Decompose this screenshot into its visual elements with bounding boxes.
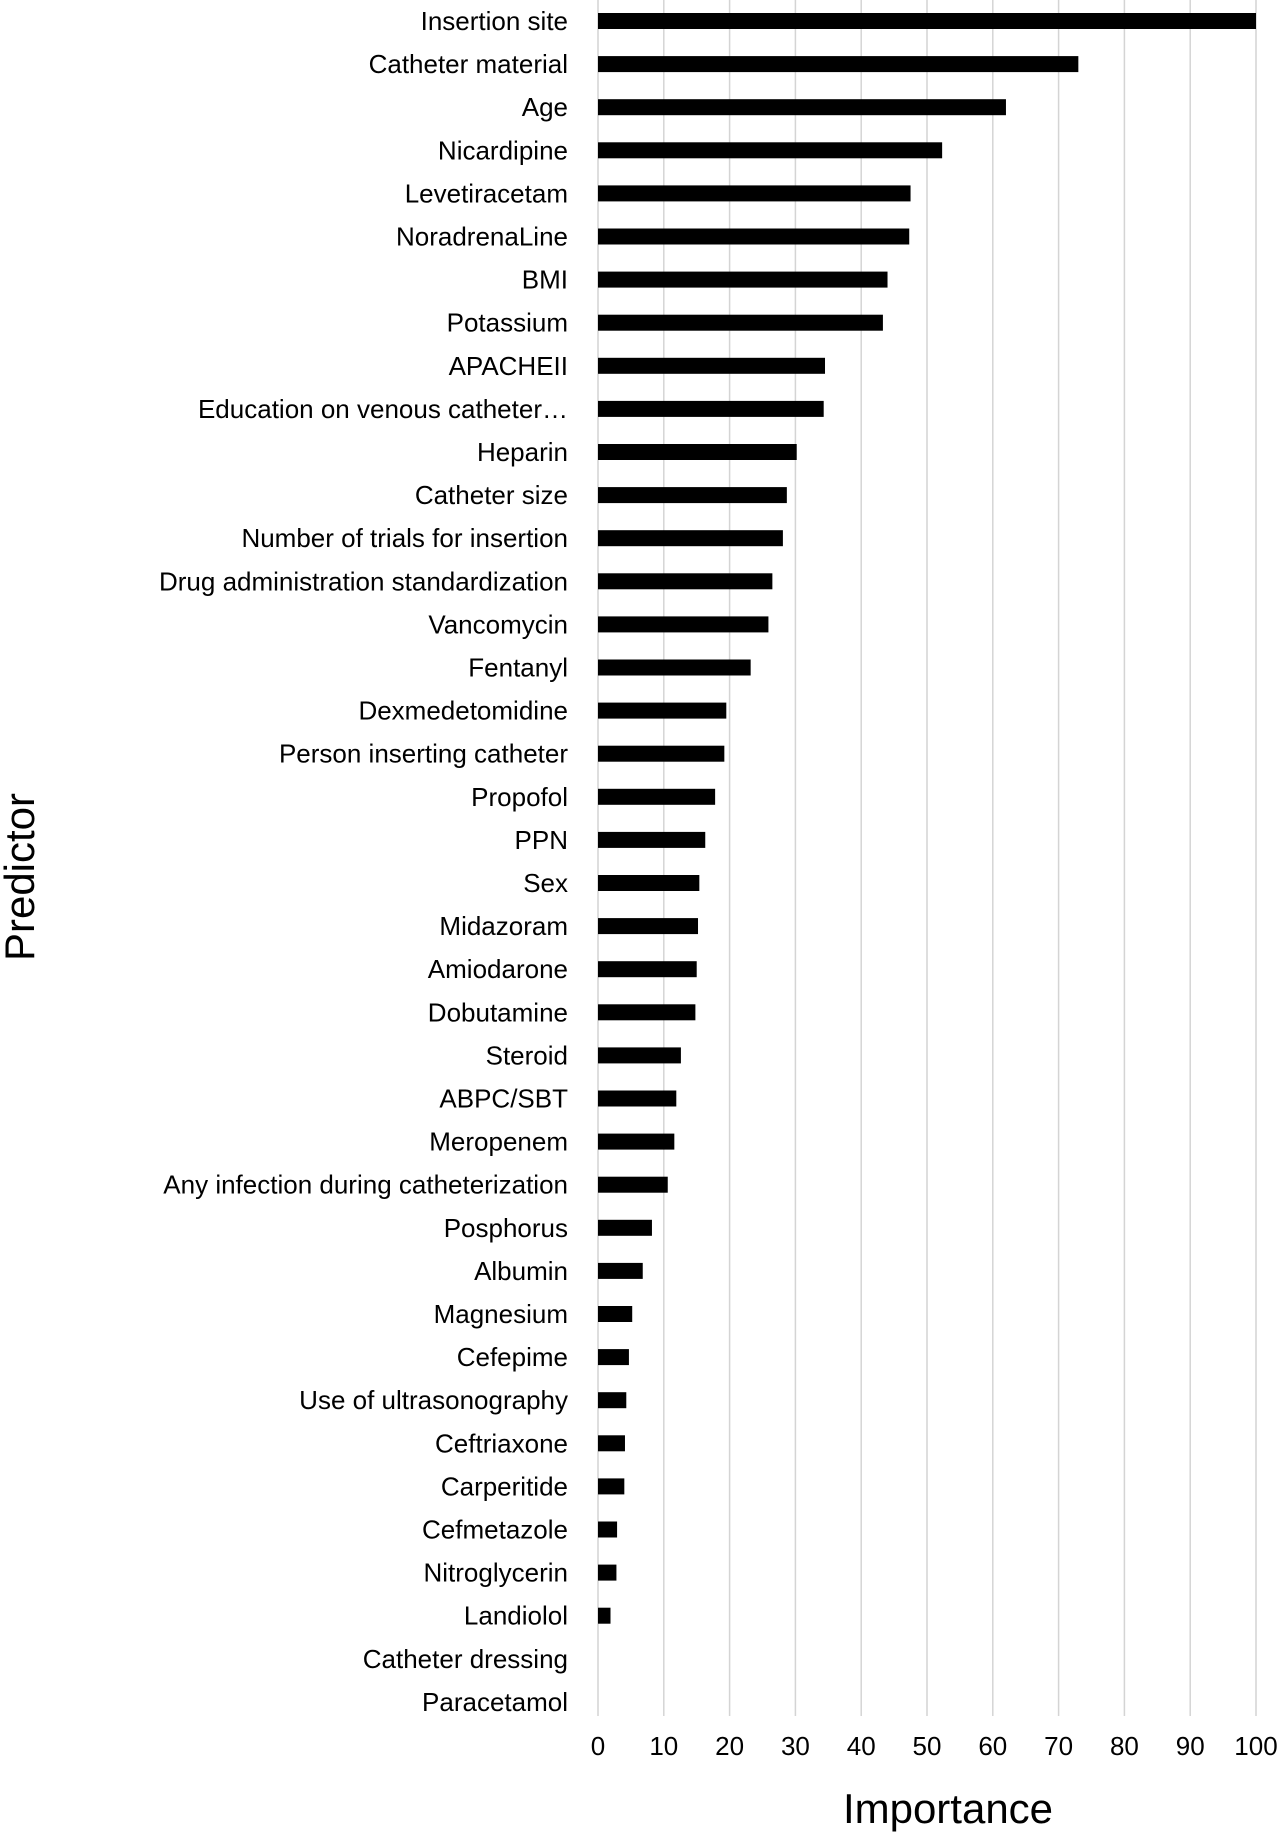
bar: [598, 616, 769, 633]
category-label: Magnesium: [434, 1299, 568, 1329]
bar: [598, 1306, 633, 1322]
category-label: Sex: [523, 868, 568, 898]
bar: [598, 142, 943, 159]
x-tick-label: 0: [591, 1731, 605, 1761]
bar: [598, 1478, 625, 1495]
category-label: Paracetamol: [422, 1687, 568, 1717]
category-label: Insertion site: [421, 6, 568, 36]
category-label: Dobutamine: [428, 997, 568, 1027]
bar: [598, 185, 911, 202]
category-label: Use of ultrasonography: [299, 1385, 568, 1415]
bar: [598, 530, 783, 547]
category-label: Midazoram: [439, 911, 568, 941]
bar: [598, 1047, 681, 1064]
category-label: Fentanyl: [468, 653, 568, 683]
bar: [598, 1090, 677, 1107]
category-label: BMI: [522, 265, 568, 295]
category-label: APACHEII: [449, 351, 568, 381]
bar: [598, 1004, 696, 1021]
bar: [598, 702, 727, 719]
category-label: Landiolol: [464, 1601, 568, 1631]
bar: [598, 314, 883, 331]
x-tick-label: 70: [1044, 1731, 1073, 1761]
bar: [598, 831, 706, 848]
x-tick-label: 20: [715, 1731, 744, 1761]
category-label: Person inserting catheter: [279, 739, 568, 769]
bar: [598, 99, 1006, 116]
bar: [598, 444, 797, 460]
bar: [598, 1176, 668, 1193]
category-label: Posphorus: [444, 1213, 568, 1243]
x-tick-label: 10: [649, 1731, 678, 1761]
category-label: Levetiracetam: [405, 178, 568, 208]
x-tick-label: 40: [847, 1731, 876, 1761]
category-label: Propofol: [471, 782, 568, 812]
x-tick-label: 30: [781, 1731, 810, 1761]
x-tick-label: 90: [1176, 1731, 1205, 1761]
category-label: Vancomycin: [428, 609, 568, 639]
category-label: Amiodarone: [428, 954, 568, 984]
category-label: Cefmetazole: [422, 1515, 568, 1545]
bars: [598, 13, 1256, 1624]
bar: [598, 918, 699, 935]
category-label: Potassium: [447, 308, 568, 338]
category-label: Age: [522, 92, 568, 122]
category-label: Albumin: [474, 1256, 568, 1286]
gridlines: [597, 0, 1257, 1716]
x-tick-label: 60: [978, 1731, 1007, 1761]
category-label: Catheter dressing: [363, 1644, 568, 1674]
category-label: Nicardipine: [438, 135, 568, 165]
bar: [598, 400, 824, 417]
category-labels: Insertion site Catheter material Age Nicard…: [159, 6, 568, 1717]
bar: [598, 56, 1079, 73]
category-label: Catheter material: [369, 49, 568, 79]
bar: [598, 1521, 618, 1538]
category-label: Carperitide: [441, 1471, 568, 1501]
bar: [598, 1133, 675, 1150]
bar: [598, 13, 1256, 29]
bar: [598, 1349, 629, 1366]
bar: [598, 1564, 617, 1581]
bar: [598, 788, 716, 805]
bar: [598, 745, 725, 762]
category-label: Drug administration standardization: [159, 566, 568, 596]
x-tick-label: 50: [913, 1731, 942, 1761]
category-label: Dexmedetomidine: [358, 696, 568, 726]
bar: [598, 1219, 652, 1236]
category-label: Cefepime: [457, 1342, 568, 1372]
category-label: Steroid: [486, 1040, 568, 1070]
category-label: Catheter size: [415, 480, 568, 510]
bar: [598, 1435, 625, 1452]
x-tick-label: 80: [1110, 1731, 1139, 1761]
bar: [598, 1607, 611, 1624]
bar: [598, 487, 787, 504]
bar: [598, 573, 773, 590]
category-label: Number of trials for insertion: [241, 523, 568, 553]
category-label: Ceftriaxone: [435, 1428, 568, 1458]
category-label: Any infection during catheterization: [163, 1170, 568, 1200]
category-label: Education on venous catheter…: [198, 394, 568, 424]
bar: [598, 1262, 643, 1279]
bar: [598, 271, 888, 288]
x-axis-title: Importance: [843, 1785, 1053, 1832]
bar: [598, 357, 826, 374]
category-label: Nitroglycerin: [424, 1558, 569, 1588]
category-label: NoradrenaLine: [396, 222, 568, 252]
x-tick-label: 100: [1234, 1731, 1277, 1761]
category-label: Meropenem: [429, 1127, 568, 1157]
category-label: Heparin: [477, 437, 568, 467]
y-axis-title: Predictor: [0, 793, 43, 961]
x-tick-labels: 0 10 20 30 40 50 60 70 80 90 100: [591, 1731, 1278, 1761]
bar: [598, 1392, 627, 1409]
bar: [598, 875, 700, 891]
bar: [598, 659, 751, 676]
bar: [598, 228, 910, 245]
bar: [598, 961, 697, 978]
category-label: PPN: [515, 825, 568, 855]
category-label: ABPC/SBT: [439, 1084, 568, 1114]
